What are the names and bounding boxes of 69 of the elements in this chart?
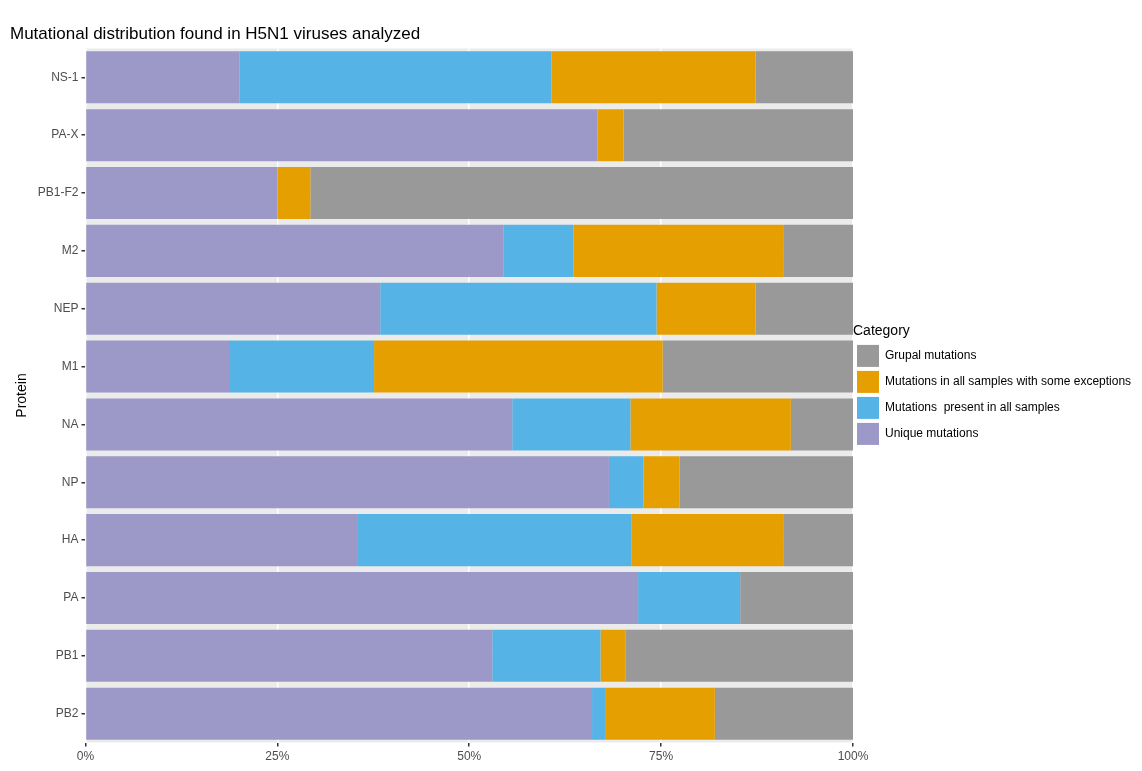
bar (643, 456, 680, 509)
y-axis-title: Protein (13, 373, 30, 418)
bar (380, 282, 657, 335)
bar (86, 51, 240, 104)
y-tick-label: NS-1 (51, 69, 79, 84)
y-tick-label: PB2 (55, 705, 79, 720)
bar (239, 51, 552, 104)
bar (630, 398, 791, 451)
legend-label: Grupal mutations (885, 348, 977, 363)
bar (357, 514, 632, 567)
bar (86, 109, 598, 162)
bar (86, 166, 278, 220)
y-tick-label: HA (61, 532, 79, 547)
bar (86, 398, 513, 451)
y-tick-label: PB1 (55, 648, 79, 663)
y-tick-label: PA (63, 590, 79, 605)
y-tick-label: PB1-F2 (37, 185, 79, 200)
legend-label: Mutations in all samples with some exceptions (885, 374, 1132, 389)
bar (86, 340, 230, 393)
bar (86, 224, 504, 277)
x-tick-label: 100% (837, 749, 869, 764)
bar (86, 282, 381, 335)
bar (310, 166, 853, 220)
bar (679, 456, 853, 509)
bar (229, 340, 375, 393)
bar (783, 514, 853, 567)
y-tick-label: NA (61, 416, 79, 431)
bar (512, 398, 631, 451)
bar (597, 109, 624, 162)
bar (656, 282, 756, 335)
legend-title: Category (853, 321, 910, 338)
bar (714, 687, 853, 740)
bar (605, 687, 715, 740)
legend-label: Mutations present in all samples (885, 400, 1060, 415)
bar (277, 166, 311, 220)
bar (86, 571, 639, 625)
bar (625, 629, 853, 682)
bar (755, 51, 853, 104)
y-tick-label: NP (61, 474, 79, 489)
bar (638, 571, 741, 625)
bar (592, 687, 606, 740)
bar (631, 514, 784, 567)
x-tick-label: 75% (649, 749, 674, 764)
bar (623, 109, 853, 162)
bar (755, 282, 853, 335)
bar (573, 224, 784, 277)
x-tick-label: 50% (457, 749, 482, 764)
bar (86, 629, 493, 682)
legend-label: Unique mutations (885, 426, 979, 441)
bar (551, 51, 756, 104)
bar (86, 687, 593, 740)
x-tick-label: 0% (76, 749, 95, 764)
bar (503, 224, 574, 277)
x-tick-label: 25% (265, 749, 290, 764)
bar (86, 456, 609, 509)
bar (608, 456, 644, 509)
bar (86, 514, 358, 567)
bar (662, 340, 853, 393)
bar (783, 224, 853, 277)
bar (600, 629, 626, 682)
bar (492, 629, 601, 682)
bar (790, 398, 853, 451)
bar (374, 340, 663, 393)
y-tick-label: NEP (53, 301, 79, 316)
y-tick-label: M1 (61, 358, 79, 373)
chart-title: Mutational distribution found in H5N1 viruses analyzed (10, 23, 421, 43)
y-tick-label: PA-X (51, 127, 79, 142)
y-tick-label: M2 (61, 243, 79, 258)
bar (740, 571, 853, 625)
